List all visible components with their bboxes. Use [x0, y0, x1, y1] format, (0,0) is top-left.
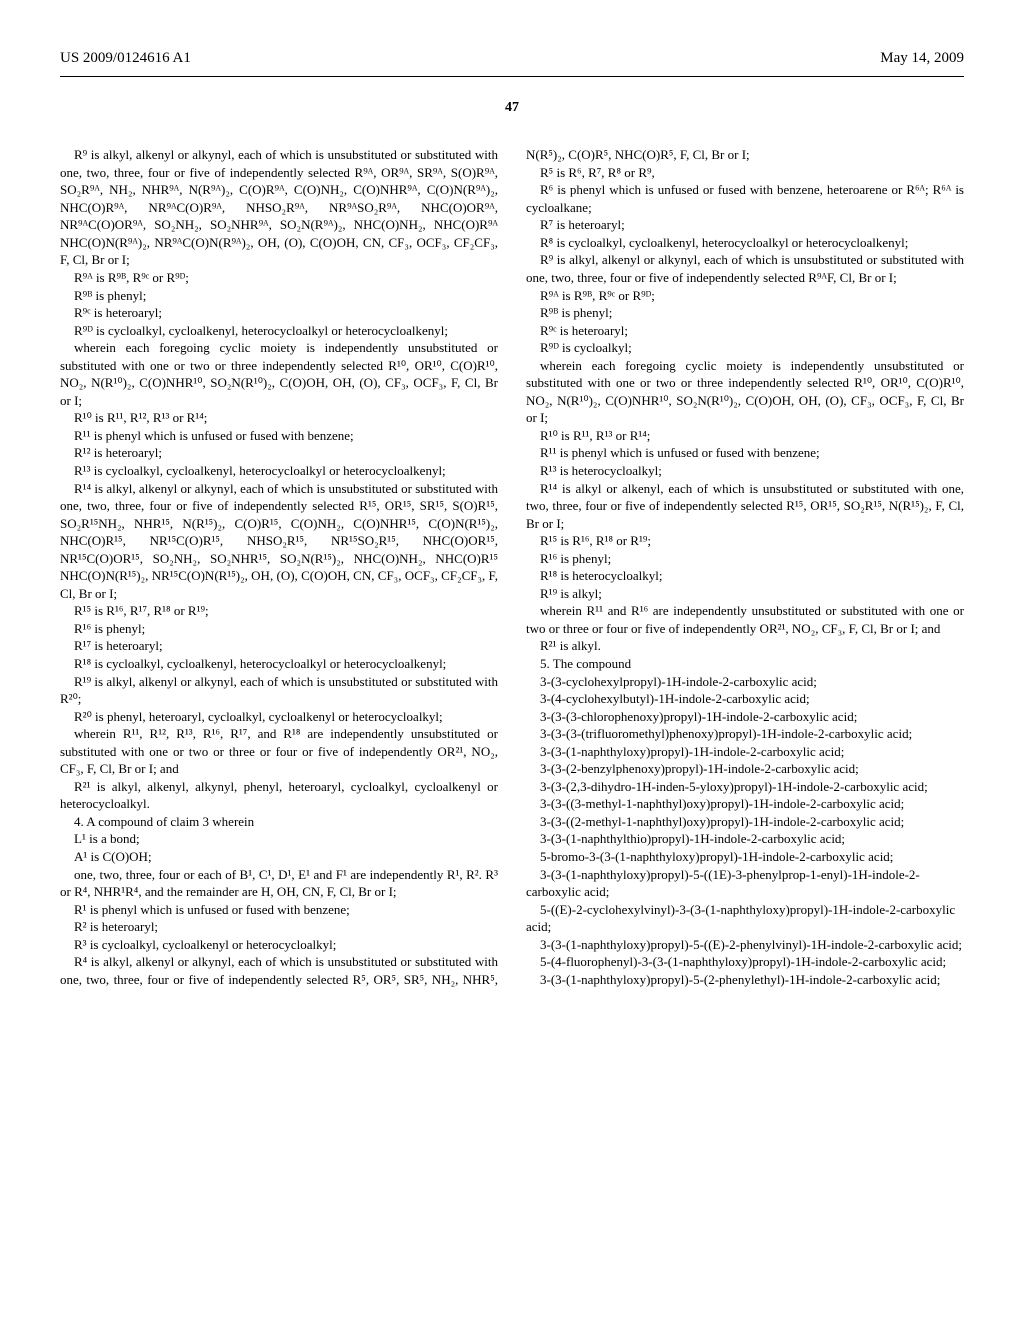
body-text: R⁶ is phenyl which is unfused or fused w…	[526, 181, 964, 216]
body-text: R¹⁸ is cycloalkyl, cycloalkenyl, heteroc…	[60, 655, 498, 673]
body-text: R⁹ᴮ is phenyl;	[60, 287, 498, 305]
body-text: 3-(4-cyclohexylbutyl)-1H-indole-2-carbox…	[526, 690, 964, 708]
body-text: 3-(3-(1-naphthyloxy)propyl)-1H-indole-2-…	[526, 743, 964, 761]
body-text: R¹⁵ is R¹⁶, R¹⁸ or R¹⁹;	[526, 532, 964, 550]
body-text: R¹⁰ is R¹¹, R¹², R¹³ or R¹⁴;	[60, 409, 498, 427]
body-text: wherein each foregoing cyclic moiety is …	[526, 357, 964, 427]
body-text: R¹⁴ is alkyl, alkenyl or alkynyl, each o…	[60, 480, 498, 603]
body-text: R⁹ is alkyl, alkenyl or alkynyl, each of…	[526, 251, 964, 286]
body-text: R¹⁵ is R¹⁶, R¹⁷, R¹⁸ or R¹⁹;	[60, 602, 498, 620]
doc-date: May 14, 2009	[880, 48, 964, 68]
body-text: 3-(3-((2-methyl-1-naphthyl)oxy)propyl)-1…	[526, 813, 964, 831]
body-text: 3-(3-(3-chlorophenoxy)propyl)-1H-indole-…	[526, 708, 964, 726]
body-text: 5-((E)-2-cyclohexylvinyl)-3-(3-(1-naphth…	[526, 901, 964, 936]
body-text: L¹ is a bond;	[60, 830, 498, 848]
body-text: R⁸ is cycloalkyl, cycloalkenyl, heterocy…	[526, 234, 964, 252]
body-text: R⁹ᴰ is cycloalkyl, cycloalkenyl, heteroc…	[60, 322, 498, 340]
body-text: one, two, three, four or each of B¹, C¹,…	[60, 866, 498, 901]
body-text: R² is heteroaryl;	[60, 918, 498, 936]
body-text: 3-(3-cyclohexylpropyl)-1H-indole-2-carbo…	[526, 673, 964, 691]
body-text: R⁹ᶜ is heteroaryl;	[60, 304, 498, 322]
body-text: R¹⁶ is phenyl;	[60, 620, 498, 638]
body-text: R⁵ is R⁶, R⁷, R⁸ or R⁹,	[526, 164, 964, 182]
body-text: wherein R¹¹, R¹², R¹³, R¹⁶, R¹⁷, and R¹⁸…	[60, 725, 498, 778]
body-text: R⁷ is heteroaryl;	[526, 216, 964, 234]
body-text: R⁹ᴰ is cycloalkyl;	[526, 339, 964, 357]
body-text: R⁹ is alkyl, alkenyl or alkynyl, each of…	[60, 146, 498, 269]
claim-number: 5. The compound	[526, 655, 964, 673]
body-text: R¹ is phenyl which is unfused or fused w…	[60, 901, 498, 919]
body-text: R¹⁰ is R¹¹, R¹³ or R¹⁴;	[526, 427, 964, 445]
body-text: 5-bromo-3-(3-(1-naphthyloxy)propyl)-1H-i…	[526, 848, 964, 866]
body-text: wherein R¹¹ and R¹⁶ are independently un…	[526, 602, 964, 637]
body-text: R¹⁴ is alkyl or alkenyl, each of which i…	[526, 480, 964, 533]
body-text: A¹ is C(O)OH;	[60, 848, 498, 866]
header-rule	[60, 76, 964, 77]
body-text: R⁹ᴬ is R⁹ᴮ, R⁹ᶜ or R⁹ᴰ;	[526, 287, 964, 305]
body-text: R²¹ is alkyl, alkenyl, alkynyl, phenyl, …	[60, 778, 498, 813]
body-columns: R⁹ is alkyl, alkenyl or alkynyl, each of…	[60, 146, 964, 988]
body-text: R¹¹ is phenyl which is unfused or fused …	[60, 427, 498, 445]
body-text: R¹⁸ is heterocycloalkyl;	[526, 567, 964, 585]
body-text: R²¹ is alkyl.	[526, 637, 964, 655]
body-text: R¹⁹ is alkyl;	[526, 585, 964, 603]
body-text: R¹² is heteroaryl;	[60, 444, 498, 462]
page-header: US 2009/0124616 A1 May 14, 2009	[60, 48, 964, 68]
body-text: R⁹ᴮ is phenyl;	[526, 304, 964, 322]
body-text: R¹³ is cycloalkyl, cycloalkenyl, heteroc…	[60, 462, 498, 480]
body-text: R¹⁷ is heteroaryl;	[60, 637, 498, 655]
page-number: 47	[60, 99, 964, 118]
body-text: 3-(3-(2,3-dihydro-1H-inden-5-yloxy)propy…	[526, 778, 964, 796]
doc-number: US 2009/0124616 A1	[60, 48, 191, 68]
claim-number: 4. A compound of claim 3 wherein	[60, 813, 498, 831]
body-text: 3-(3-(1-naphthyloxy)propyl)-5-((E)-2-phe…	[526, 936, 964, 954]
body-text: R¹¹ is phenyl which is unfused or fused …	[526, 444, 964, 462]
body-text: 5-(4-fluorophenyl)-3-(3-(1-naphthyloxy)p…	[526, 953, 964, 971]
body-text: R¹⁹ is alkyl, alkenyl or alkynyl, each o…	[60, 673, 498, 708]
body-text: R⁹ᶜ is heteroaryl;	[526, 322, 964, 340]
body-text: wherein each foregoing cyclic moiety is …	[60, 339, 498, 409]
body-text: 3-(3-(2-benzylphenoxy)propyl)-1H-indole-…	[526, 760, 964, 778]
body-text: R⁹ᴬ is R⁹ᴮ, R⁹ᶜ or R⁹ᴰ;	[60, 269, 498, 287]
body-text: R³ is cycloalkyl, cycloalkenyl or hetero…	[60, 936, 498, 954]
body-text: R¹³ is heterocycloalkyl;	[526, 462, 964, 480]
body-text: 3-(3-((3-methyl-1-naphthyl)oxy)propyl)-1…	[526, 795, 964, 813]
body-text: R²⁰ is phenyl, heteroaryl, cycloalkyl, c…	[60, 708, 498, 726]
body-text: 3-(3-(1-naphthyloxy)propyl)-5-(2-phenyle…	[526, 971, 964, 989]
body-text: 3-(3-(1-naphthylthio)propyl)-1H-indole-2…	[526, 830, 964, 848]
body-text: R¹⁶ is phenyl;	[526, 550, 964, 568]
body-text: 3-(3-(1-naphthyloxy)propyl)-5-((1E)-3-ph…	[526, 866, 964, 901]
body-text: 3-(3-(3-(trifluoromethyl)phenoxy)propyl)…	[526, 725, 964, 743]
